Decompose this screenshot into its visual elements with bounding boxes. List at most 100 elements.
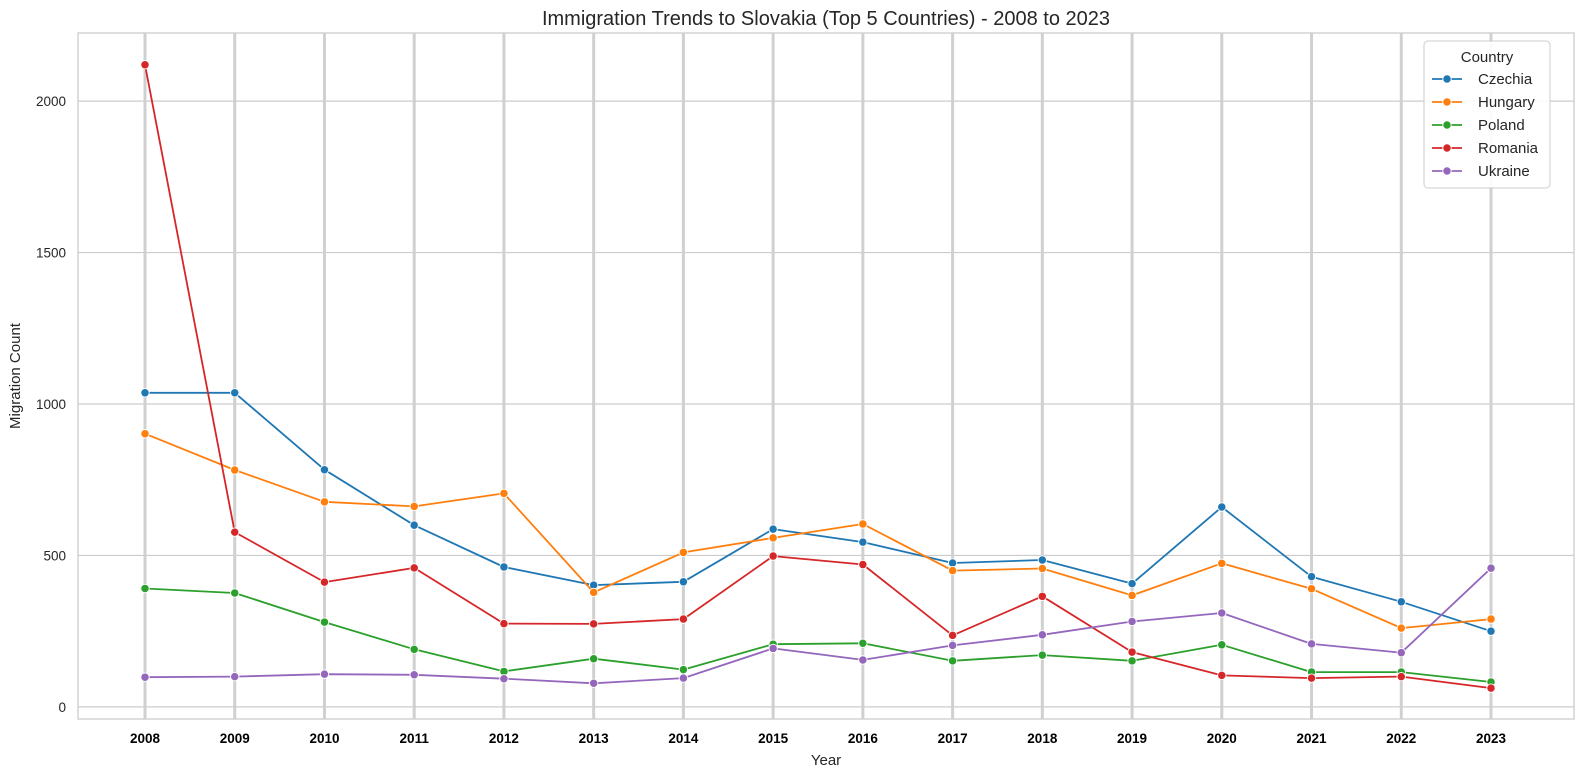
data-point (1396, 648, 1406, 658)
data-point (1396, 671, 1406, 682)
data-point (1037, 563, 1047, 574)
data-point (1037, 650, 1047, 660)
series-line (145, 391, 1492, 633)
data-point (589, 654, 599, 664)
data-point (678, 673, 689, 683)
legend-title: Country (1461, 49, 1514, 66)
data-point (678, 664, 689, 675)
data-point (319, 577, 330, 587)
data-point (678, 614, 689, 624)
legend-entry-hungary: Hungary (1432, 94, 1535, 111)
data-point (1306, 673, 1317, 683)
x-tick-label: 2021 (1297, 731, 1328, 746)
legend-label: Ukraine (1478, 163, 1530, 180)
data-point (1217, 558, 1227, 568)
data-point (1127, 578, 1137, 589)
legend-label: Romania (1478, 140, 1539, 157)
legend-entry-poland: Poland (1432, 117, 1525, 134)
legend-marker (1442, 74, 1452, 84)
x-tick-label: 2014 (668, 731, 699, 746)
data-point (409, 520, 419, 530)
data-point (858, 655, 868, 665)
series-line (144, 64, 1492, 689)
data-point (499, 674, 509, 684)
x-tick-label: 2013 (579, 731, 610, 746)
x-tick-label: 2022 (1386, 731, 1416, 746)
data-point (858, 519, 868, 529)
y-tick-label: 2000 (36, 94, 66, 109)
plot-area (77, 32, 1575, 720)
tick-labels: 0 500 1000 1500 2000 2008 2009 2010 2011 2012 2013… (36, 94, 1507, 746)
x-tick-label: 2023 (1476, 731, 1507, 746)
data-point (1217, 608, 1227, 618)
x-tick-label: 2019 (1117, 731, 1147, 746)
data-point (409, 563, 419, 573)
data-point (140, 672, 150, 682)
data-point (1037, 555, 1047, 565)
legend-box (1423, 40, 1551, 189)
data-point (1396, 597, 1406, 607)
legend-marker (1442, 120, 1452, 130)
legend-entry-czechia: Czechia (1432, 71, 1533, 88)
data-point (1127, 616, 1137, 627)
x-tick-label: 2011 (400, 731, 430, 746)
data-point (1127, 656, 1137, 666)
series-lines (140, 60, 1496, 693)
data-point (230, 465, 240, 475)
data-point (589, 619, 599, 629)
series-line (144, 567, 1492, 685)
y-axis-label: Migration Count (7, 322, 24, 429)
data-point (499, 618, 509, 629)
x-tick-label: 2012 (489, 731, 519, 746)
legend-label: Poland (1478, 117, 1525, 134)
x-tick-label: 2009 (220, 731, 250, 746)
legend: Country Czechia Hungary Poland Romania Ukrai… (1423, 40, 1551, 189)
data-point (1306, 639, 1317, 649)
data-point (1217, 670, 1227, 681)
data-point (589, 587, 599, 598)
x-tick-label: 2015 (758, 731, 789, 746)
data-point (1306, 572, 1317, 582)
data-point (1127, 590, 1137, 601)
data-point (947, 640, 958, 651)
data-point (230, 527, 240, 537)
data-point (1217, 640, 1227, 650)
data-point (409, 501, 419, 512)
series-line (144, 432, 1492, 629)
data-point (1127, 647, 1137, 657)
series-line (144, 587, 1492, 683)
data-point (319, 497, 330, 507)
data-point (858, 537, 868, 547)
series-hungary (140, 429, 1496, 633)
y-tick-label: 500 (43, 548, 66, 563)
data-point (140, 388, 150, 398)
x-tick-label: 2010 (309, 731, 339, 746)
data-point (409, 670, 419, 680)
legend-marker (1442, 166, 1452, 176)
data-point (140, 583, 150, 594)
data-point (1306, 584, 1317, 594)
data-point (499, 488, 509, 499)
data-point (319, 617, 330, 627)
data-point (319, 669, 330, 679)
x-tick-label: 2008 (130, 731, 161, 746)
data-point (589, 678, 599, 688)
data-point (140, 429, 150, 439)
data-point (1396, 623, 1406, 633)
data-point (768, 643, 778, 654)
y-tick-label: 1500 (36, 246, 66, 261)
data-point (1037, 591, 1047, 601)
legend-label: Hungary (1478, 94, 1535, 111)
series-ukraine (140, 563, 1496, 688)
data-point (1037, 630, 1047, 640)
data-point (1486, 626, 1496, 636)
y-tick-label: 1000 (36, 397, 66, 412)
x-axis-label: Year (811, 752, 841, 769)
legend-entry-ukraine: Ukraine (1432, 163, 1530, 180)
legend-marker (1442, 143, 1452, 153)
data-point (1486, 614, 1496, 624)
data-point (230, 671, 240, 682)
grid-lines (78, 33, 1574, 719)
